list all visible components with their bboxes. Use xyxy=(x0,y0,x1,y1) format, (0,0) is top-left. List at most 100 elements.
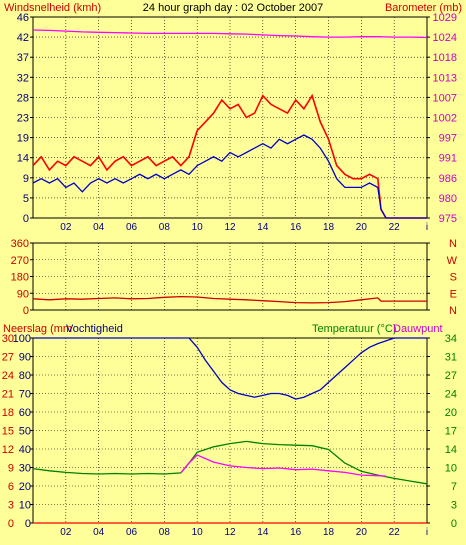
humidity-panel-x-tick-label: 20 xyxy=(356,527,368,538)
wind-panel-right-tick-label: 1029 xyxy=(433,12,457,24)
humidity-axis-label: Vochtigheid xyxy=(66,323,123,335)
wind-panel-series-0 xyxy=(32,93,427,219)
wind-panel-left-tick-label: 23 xyxy=(17,113,29,125)
humidity-panel-x-tick-label: 06 xyxy=(126,527,138,538)
humidity-panel-x-tick-label: i xyxy=(426,527,428,538)
direction-panel-left-tick-label: 270 xyxy=(11,255,29,267)
humidity-panel-left-tick-label: 20 xyxy=(19,481,31,493)
wind-panel-x-tick-label: 18 xyxy=(323,222,335,233)
wind-panel-left-tick-label: 46 xyxy=(17,12,29,24)
chart-title: 24 hour graph day : 02 October 2007 xyxy=(143,2,323,14)
humidity-panel-right-tick-label: 7 xyxy=(451,481,457,493)
wind-panel-left-tick-label: 14 xyxy=(17,153,29,165)
wind-panel-x-tick-label: i xyxy=(426,222,428,233)
wind-panel-right-tick-label: 975 xyxy=(439,213,457,225)
direction-panel-right-tick-label: W xyxy=(447,255,458,267)
humidity-panel-series-0 xyxy=(33,337,427,400)
wind-panel-left-tick-label: 9 xyxy=(23,173,29,185)
wind-panel-right-tick-label: 1002 xyxy=(433,113,457,125)
humidity-panel-right-tick-label: 27 xyxy=(445,370,457,382)
humidity-panel-left-tick-label: 9 xyxy=(8,463,14,475)
wind-panel-x-tick-label: 10 xyxy=(192,222,204,233)
wind-panel-x-tick-label: 04 xyxy=(93,222,105,233)
humidity-panel-left-tick-label: 90 xyxy=(19,352,31,364)
humidity-panel-left-tick-label: 60 xyxy=(19,407,31,419)
temperature-axis-label: Temperatuur (°C) xyxy=(312,323,396,335)
humidity-panel-series-2 xyxy=(180,454,387,477)
wind-panel-left-tick-label: 0 xyxy=(23,213,29,225)
humidity-panel-left-tick-label: 100 xyxy=(13,333,31,345)
humidity-panel-right-tick-label: 0 xyxy=(451,518,457,530)
wind-panel-left-tick-label: 19 xyxy=(17,133,29,145)
humidity-panel-left-tick-label: 0 xyxy=(25,518,31,530)
direction-panel-series-0 xyxy=(32,295,427,304)
wind-panel-x-tick-label: 16 xyxy=(290,222,302,233)
dewpoint-axis-label: Dauwpunt xyxy=(393,323,443,335)
humidity-panel-x-tick-label: 04 xyxy=(93,527,105,538)
wind-panel-x-tick-label: 14 xyxy=(257,222,269,233)
wind-panel-x-tick-label: 12 xyxy=(224,222,236,233)
humidity-panel-x-tick-label: 02 xyxy=(60,527,72,538)
wind-panel-series-2 xyxy=(32,29,428,39)
wind-panel-right-tick-label: 1018 xyxy=(433,52,457,64)
humidity-panel-left-tick-label: 15 xyxy=(2,426,14,438)
wind-panel-left-tick-label: 5 xyxy=(23,193,29,205)
wind-panel-right-tick-label: 1024 xyxy=(433,32,457,44)
wind-panel-right-tick-label: 986 xyxy=(439,173,457,185)
humidity-panel-left-tick-label: 30 xyxy=(2,333,14,345)
rain-axis-label: Neerslag (mm xyxy=(3,323,72,335)
humidity-panel-left-tick-label: 30 xyxy=(19,463,31,475)
direction-panel-right-tick-label: S xyxy=(450,272,457,284)
humidity-panel-x-tick-label: 14 xyxy=(257,527,269,538)
humidity-panel-right-tick-label: 10 xyxy=(445,463,457,475)
humidity-panel-left-tick-label: 21 xyxy=(2,389,14,401)
wind-panel-right-tick-label: 1013 xyxy=(433,72,457,84)
direction-panel-left-tick-label: 180 xyxy=(11,272,29,284)
direction-panel-left-tick-label: 0 xyxy=(23,305,29,317)
humidity-panel-left-tick-label: 24 xyxy=(2,370,14,382)
humidity-panel-right-tick-label: 14 xyxy=(445,444,457,456)
wind-panel-left-tick-label: 42 xyxy=(17,32,29,44)
wind-panel-x-tick-label: 22 xyxy=(389,222,401,233)
humidity-panel-x-tick-label: 22 xyxy=(389,527,401,538)
wind-panel-x-tick-label: 02 xyxy=(60,222,72,233)
humidity-panel-right-tick-label: 3 xyxy=(451,500,457,512)
wind-panel-x-tick-label: 06 xyxy=(126,222,138,233)
humidity-panel-x-tick-label: 12 xyxy=(224,527,236,538)
humidity-panel-right-tick-label: 24 xyxy=(445,389,457,401)
direction-panel-left-tick-label: 90 xyxy=(17,288,29,300)
direction-panel-left-tick-label: 360 xyxy=(11,238,29,250)
humidity-panel-left-tick-label: 40 xyxy=(19,444,31,456)
humidity-panel-left-tick-label: 3 xyxy=(8,500,14,512)
direction-panel-right-tick-label: N xyxy=(449,238,457,250)
humidity-panel-left-tick-label: 27 xyxy=(2,352,14,364)
humidity-panel-left-tick-label: 18 xyxy=(2,407,14,419)
wind-panel-series-1 xyxy=(32,134,427,219)
direction-panel-right-tick-label: E xyxy=(450,288,457,300)
humidity-panel-series-1 xyxy=(32,440,428,485)
wind-panel-right-tick-label: 980 xyxy=(439,193,457,205)
humidity-panel-left-tick-label: 70 xyxy=(19,389,31,401)
direction-panel-right-tick-label: N xyxy=(449,305,457,317)
wind-panel-left-tick-label: 37 xyxy=(17,52,29,64)
humidity-panel-left-tick-label: 50 xyxy=(19,426,31,438)
wind-panel-left-tick-label: 32 xyxy=(17,72,29,84)
humidity-panel-right-tick-label: 34 xyxy=(445,333,457,345)
humidity-panel-right-tick-label: 31 xyxy=(445,352,457,364)
humidity-panel-left-tick-label: 12 xyxy=(2,444,14,456)
humidity-panel-x-tick-label: 10 xyxy=(192,527,204,538)
humidity-panel-left-tick-label: 6 xyxy=(8,481,14,493)
humidity-panel-x-tick-label: 16 xyxy=(290,527,302,538)
humidity-panel-x-tick-label: 18 xyxy=(323,527,335,538)
humidity-panel-right-tick-label: 20 xyxy=(445,407,457,419)
wind-panel-right-tick-label: 997 xyxy=(439,133,457,145)
humidity-panel-right-tick-label: 17 xyxy=(445,426,457,438)
wind-axis-label: Windsnelheid (kmh) xyxy=(4,2,101,14)
barometer-axis-label: Barometer (mb) xyxy=(385,2,462,14)
wind-panel-x-tick-label: 08 xyxy=(159,222,171,233)
wind-panel-x-tick-label: 20 xyxy=(356,222,368,233)
humidity-panel-x-tick-label: 08 xyxy=(159,527,171,538)
wind-panel-right-tick-label: 1007 xyxy=(433,92,457,104)
humidity-panel-left-tick-label: 10 xyxy=(19,500,31,512)
